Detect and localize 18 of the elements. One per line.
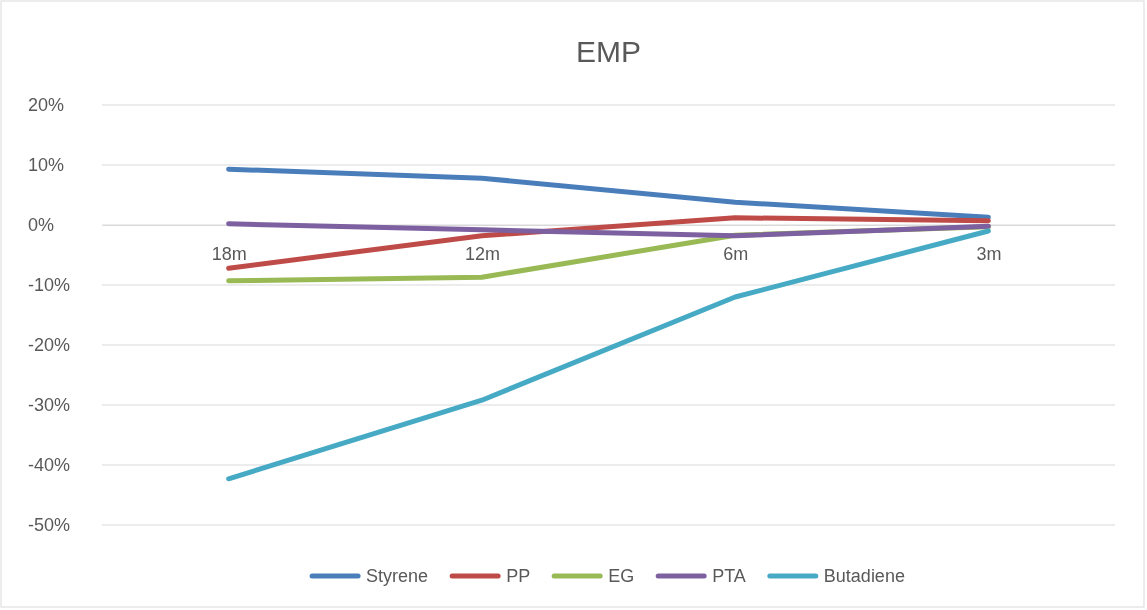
chart-title: EMP bbox=[575, 35, 642, 68]
y-tick-label: -50% bbox=[28, 515, 71, 536]
x-tick-label: 6m bbox=[723, 243, 749, 264]
y-tick-label: -40% bbox=[28, 455, 71, 476]
y-tick-label: 20% bbox=[28, 95, 65, 116]
x-tick-label: 18m bbox=[211, 243, 247, 264]
y-tick-label: 10% bbox=[28, 155, 65, 176]
legend-label: PP bbox=[506, 566, 531, 586]
y-tick-label: -20% bbox=[28, 335, 71, 356]
y-tick-label: -10% bbox=[28, 275, 71, 296]
x-tick-label: 12m bbox=[464, 243, 500, 264]
y-tick-label: 0% bbox=[28, 215, 55, 236]
legend-label: PTA bbox=[712, 566, 746, 586]
legend-label: Butadiene bbox=[823, 566, 905, 586]
legend-label: EG bbox=[608, 566, 635, 586]
x-tick-label: 3m bbox=[976, 243, 1002, 264]
y-tick-label: -30% bbox=[28, 395, 71, 416]
legend-label: Styrene bbox=[366, 566, 429, 586]
